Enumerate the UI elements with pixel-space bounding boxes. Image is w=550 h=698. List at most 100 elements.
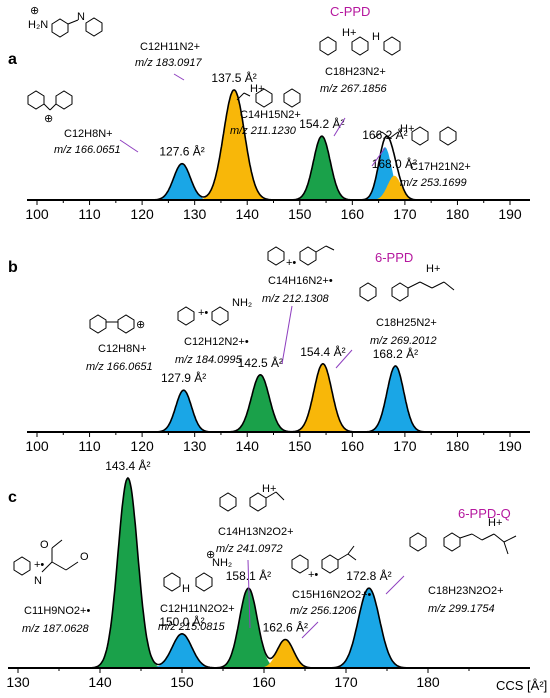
molecule-c15h16n2o2-icon: +• <box>291 545 357 581</box>
x-tick-label: 170 <box>334 674 358 690</box>
mz-label: m/z 183.0917 <box>135 57 203 69</box>
x-tick-label: 120 <box>130 438 154 454</box>
x-tick-label: 130 <box>6 674 30 690</box>
svg-text:H+: H+ <box>400 123 414 135</box>
panel-a-axis: 100 110 120 130 140 150 160 170 180 190 <box>25 199 530 222</box>
mz-label: m/z 269.2012 <box>370 335 437 347</box>
svg-text:H+: H+ <box>426 263 440 275</box>
mz-label: m/z 241.0972 <box>216 543 283 555</box>
mz-label: m/z 184.0995 <box>175 354 243 366</box>
peak-label: 142.5 Å² <box>238 355 283 370</box>
x-tick-label: 180 <box>416 674 440 690</box>
mz-label: m/z 211.1230 <box>230 125 297 137</box>
panel-c-title: 6-PPD-Q <box>458 506 511 521</box>
arrow-icon <box>119 139 139 153</box>
svg-text:H+: H+ <box>488 517 502 529</box>
panel-c-axis: 130 140 150 160 170 180 <box>6 667 530 690</box>
x-tick-label: 110 <box>78 206 101 222</box>
x-tick-label: 150 <box>288 206 312 222</box>
peak-orange <box>287 363 359 432</box>
arrow-icon <box>335 349 353 369</box>
arrow-icon <box>247 559 251 629</box>
molecule-c12h12n2-icon: +• NH₂ <box>177 297 252 326</box>
peak-blue <box>326 588 412 668</box>
x-tick-label: 160 <box>252 674 276 690</box>
panel-b: b 6-PPD 127.9 Å² 142.5 Å² 154.4 Å² 168.2 Å²… <box>8 245 530 454</box>
svg-text:+•: +• <box>34 559 44 571</box>
svg-text:⊕: ⊕ <box>30 5 39 17</box>
arrow-icon <box>371 147 386 167</box>
svg-text:O: O <box>80 551 89 563</box>
molecule-c14h15n2-icon: H+ <box>236 83 301 108</box>
molecule-c12h11n2-icon: H₂N ⊕ N <box>28 5 103 38</box>
panel-b-axis: 100 110 120 130 140 150 160 170 180 190 <box>25 431 530 454</box>
x-tick-label: 140 <box>236 438 260 454</box>
svg-text:H: H <box>372 31 380 43</box>
peak-label: 168.2 Å² <box>373 346 418 361</box>
formula-label: C18H23N2O2+ <box>428 585 504 597</box>
peak-blue <box>142 633 222 668</box>
peak-green <box>288 136 356 200</box>
panel-b-letter: b <box>8 259 18 276</box>
peak-orange <box>252 639 319 668</box>
arrow-icon <box>281 305 293 365</box>
mz-label: m/z 267.1856 <box>320 83 388 95</box>
arrow-icon <box>333 117 346 137</box>
x-tick-label: 100 <box>25 438 49 454</box>
molecule-c11h9no2-icon: +• N O O <box>13 539 89 587</box>
formula-label: C15H16N2O2+• <box>292 589 372 601</box>
x-tick-label: 110 <box>78 438 101 454</box>
mz-label: m/z 212.1308 <box>262 293 330 305</box>
svg-text:⊕: ⊕ <box>206 549 215 561</box>
peak-label: 150.0 Å² <box>159 614 204 629</box>
panel-a-letter: a <box>8 51 17 68</box>
formula-label: C11H9NO2+• <box>24 605 90 617</box>
molecule-c17h21n2-icon: H+ <box>373 123 457 146</box>
mz-label: m/z 215.0815 <box>158 621 226 633</box>
svg-text:N: N <box>77 11 85 23</box>
formula-label: C12H11N2+ <box>140 41 200 53</box>
svg-text:N: N <box>34 575 42 587</box>
x-tick-label: 150 <box>288 438 312 454</box>
x-tick-label: 130 <box>183 438 207 454</box>
arrow-icon <box>301 621 319 639</box>
svg-text:⊕: ⊕ <box>44 113 53 125</box>
panel-a-title: C-PPD <box>330 4 370 19</box>
formula-label: C18H25N2+ <box>376 317 437 329</box>
x-tick-label: 100 <box>25 206 49 222</box>
panel-c-letter: c <box>8 489 17 506</box>
peak-label: 172.8 Å² <box>346 568 391 583</box>
svg-text:NH₂: NH₂ <box>212 557 232 569</box>
mz-label: m/z 166.0651 <box>54 144 121 156</box>
peak-green <box>224 374 297 432</box>
panel-b-peaks: 127.9 Å² 142.5 Å² 154.4 Å² 168.2 Å² <box>42 344 505 433</box>
peak-green <box>212 588 285 668</box>
x-tick-label: 190 <box>498 206 522 222</box>
svg-text:+•: +• <box>198 307 208 319</box>
peak-orange <box>367 175 422 200</box>
formula-label: C17H21N2+ <box>410 161 471 173</box>
svg-text:H: H <box>182 583 190 595</box>
molecule-c18h25n2-icon: H+ <box>359 263 455 302</box>
formula-label: C12H11N2O2+ <box>160 603 235 615</box>
peak-label: 154.4 Å² <box>300 344 345 359</box>
mz-label: m/z 253.1699 <box>400 177 467 189</box>
mz-label: m/z 299.1754 <box>428 603 495 615</box>
formula-label: C14H13N2O2+ <box>218 526 294 538</box>
x-tick-label: 180 <box>446 438 470 454</box>
formula-label: C12H12N2+• <box>184 336 249 348</box>
peak-label: 143.4 Å² <box>105 458 150 473</box>
svg-text:+•: +• <box>286 257 296 269</box>
svg-text:NH₂: NH₂ <box>232 297 252 309</box>
x-tick-label: 170 <box>393 438 417 454</box>
peak-blue <box>148 163 216 200</box>
molecule-carbazole-icon: ⊕ <box>27 90 73 125</box>
molecule-c18h23n2o2-icon: H+ <box>409 517 517 555</box>
molecule-c14h13n2o2-icon: H+ <box>219 483 285 512</box>
peak-label: 168.0 Å² <box>372 156 417 171</box>
peak-orange <box>192 90 277 200</box>
peak-label: 162.6 Å² <box>263 620 308 635</box>
arrow-icon <box>173 73 185 81</box>
formula-label: C12H8N+ <box>98 343 147 355</box>
